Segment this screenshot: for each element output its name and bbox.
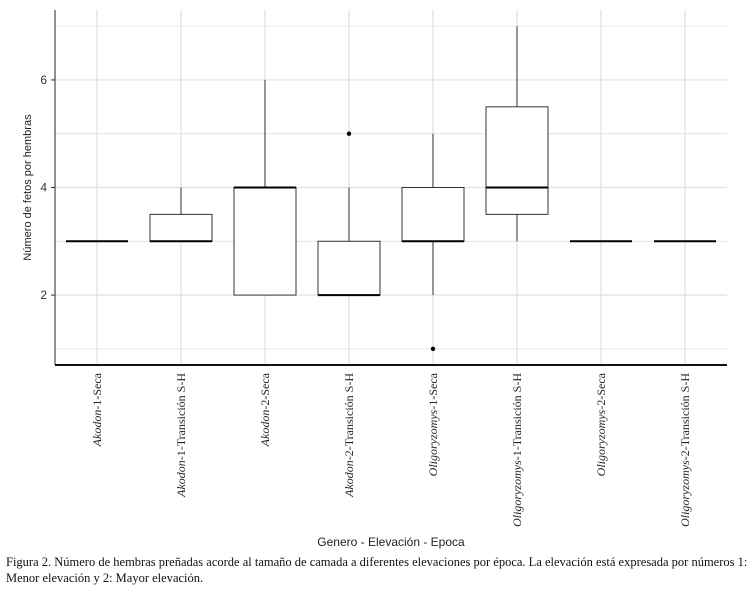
box-1 <box>149 187 213 243</box>
genus-name: Akodon <box>90 410 104 448</box>
genus-name: Akodon <box>342 460 356 498</box>
box-iqr <box>485 106 549 215</box>
genus-name: Oligoryzomys <box>594 409 608 476</box>
box-2 <box>233 79 297 296</box>
elevation-epoch: -1-Seca <box>90 372 104 409</box>
x-tick-label: Oligoryzomys-2-Transición S-H <box>678 373 692 527</box>
x-tick-label: Oligoryzomys-1-Seca <box>426 372 440 476</box>
elevation-epoch: -1-Transición S-H <box>510 373 524 461</box>
box-3 <box>317 131 381 297</box>
box-iqr <box>233 187 297 296</box>
genus-name: Oligoryzomys <box>510 460 524 527</box>
box-iqr <box>317 240 381 296</box>
genus-name: Oligoryzomys <box>678 460 692 527</box>
box-iqr <box>401 187 465 242</box>
elevation-epoch: -1-Seca <box>426 372 440 409</box>
outlier-point <box>346 131 352 136</box>
elevation-epoch: -2-Transición S-H <box>342 373 356 461</box>
elevation-epoch: -2-Seca <box>258 372 272 409</box>
y-tick-label: 4 <box>40 181 47 195</box>
genus-name: Akodon <box>258 410 272 448</box>
y-tick-label: 2 <box>40 288 47 302</box>
box-4 <box>401 133 465 352</box>
genus-name: Oligoryzomys <box>426 409 440 476</box>
elevation-epoch: -2-Seca <box>594 372 608 409</box>
x-tick-label: Akodon-1-Seca <box>90 372 104 447</box>
elevation-epoch: -2-Transición S-H <box>678 373 692 461</box>
x-tick-label: Oligoryzomys-1-Transición S-H <box>510 373 524 527</box>
figure-caption: Figura 2. Número de hembras preñadas aco… <box>6 555 748 585</box>
x-tick-label: Akodon-2-Seca <box>258 372 272 447</box>
x-tick-label: Akodon-1-Transición S-H <box>174 373 188 498</box>
box-5 <box>485 26 549 242</box>
y-axis-title: Número de fetos por hembras <box>22 114 34 261</box>
outlier-point <box>430 346 436 352</box>
elevation-epoch: -1-Transición S-H <box>174 373 188 461</box>
x-tick-label: Akodon-2-Transición S-H <box>342 373 356 498</box>
y-tick-label: 6 <box>40 73 47 87</box>
x-tick-label: Oligoryzomys-2-Seca <box>594 372 608 476</box>
genus-name: Akodon <box>174 460 188 498</box>
x-axis-title: Genero - Elevación - Epoca <box>317 535 465 549</box>
box-iqr <box>149 213 213 242</box>
